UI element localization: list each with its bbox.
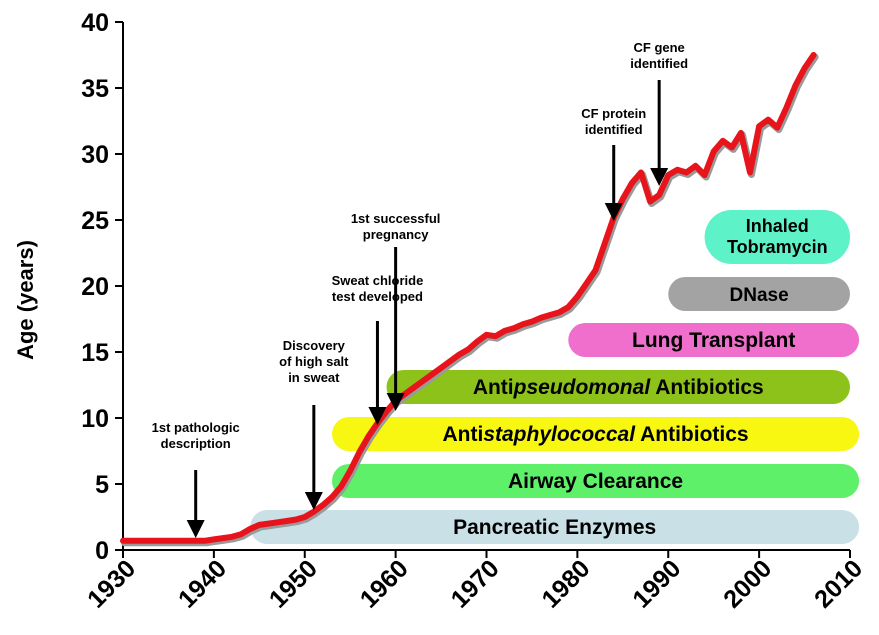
x-tick-label: 1930 [82, 554, 141, 613]
annotation-label: description [161, 436, 231, 451]
annotation-label: CF gene [634, 40, 685, 55]
annotation-label: 1st successful [351, 211, 441, 226]
annotation-label: CF protein [581, 106, 646, 121]
x-tick-label: 2000 [718, 554, 777, 613]
therapy-bar [250, 510, 860, 544]
x-tick-label: 1960 [355, 554, 414, 613]
therapy-label: Lung Transplant [632, 329, 795, 352]
therapy-label: Antipseudomonal Antibiotics [473, 376, 764, 399]
therapy-label: Airway Clearance [508, 470, 683, 493]
therapy-label: DNase [730, 285, 789, 306]
therapy-label: Antistaphylococcal Antibiotics [442, 423, 748, 446]
x-tick-label: 1950 [264, 554, 323, 613]
x-tick-label: 1970 [446, 554, 505, 613]
x-tick-label: 1990 [627, 554, 686, 613]
y-axis-label: Age (years) [13, 240, 38, 360]
therapy-label-prefix: Lung Transplant [632, 329, 795, 352]
survival-line-layer [120, 52, 819, 547]
y-tick-label: 40 [81, 9, 109, 37]
y-tick-label: 30 [81, 141, 109, 169]
therapy-label-italic: staphylococcal [483, 423, 636, 446]
annotation-label: pregnancy [363, 227, 430, 242]
therapy-label-prefix: Anti [442, 423, 483, 446]
y-tick-label: 25 [81, 207, 109, 235]
x-tick-label: 1980 [536, 554, 595, 613]
therapy-bar [332, 464, 860, 498]
therapy-label-prefix: Pancreatic Enzymes [453, 516, 656, 539]
therapy-label: Inhaled [746, 216, 809, 236]
y-tick-label: 0 [95, 537, 109, 565]
therapy-bar [704, 210, 850, 264]
annotation-label: of high salt [279, 354, 349, 369]
y-tick-label: 5 [95, 471, 109, 499]
annotation-label: in sweat [288, 370, 340, 385]
therapy-label-suffix: Antibiotics [635, 423, 749, 446]
therapy-label: Pancreatic Enzymes [453, 516, 656, 539]
therapy-label-prefix: DNase [730, 285, 789, 306]
x-tick-label: 1940 [173, 554, 232, 613]
annotation-label: 1st pathologic [152, 420, 240, 435]
y-tick-label: 10 [81, 405, 109, 433]
therapy-bar [332, 417, 860, 451]
therapy-label-line2: Tobramycin [727, 237, 828, 257]
therapy-bar [568, 323, 860, 357]
survival-line [120, 52, 817, 544]
y-tick-label: 20 [81, 273, 109, 301]
annotation-label: identified [585, 122, 643, 137]
annotation-label: Sweat chloride [332, 273, 424, 288]
y-tick-label: 35 [81, 75, 109, 103]
annotation-label: identified [630, 56, 688, 71]
y-tick-label: 15 [81, 339, 109, 367]
x-tick-label: 2010 [809, 554, 868, 613]
annotation-label: test developed [332, 289, 423, 304]
therapy-label-suffix: Antibiotics [650, 376, 764, 399]
therapy-bar [668, 277, 850, 311]
therapy-label-italic: pseudomonal [513, 376, 652, 399]
therapy-label-prefix: Anti [473, 376, 514, 399]
annotation-label: Discovery [283, 338, 346, 353]
therapy-bar [386, 370, 850, 404]
therapy-label-prefix: Airway Clearance [508, 470, 683, 493]
